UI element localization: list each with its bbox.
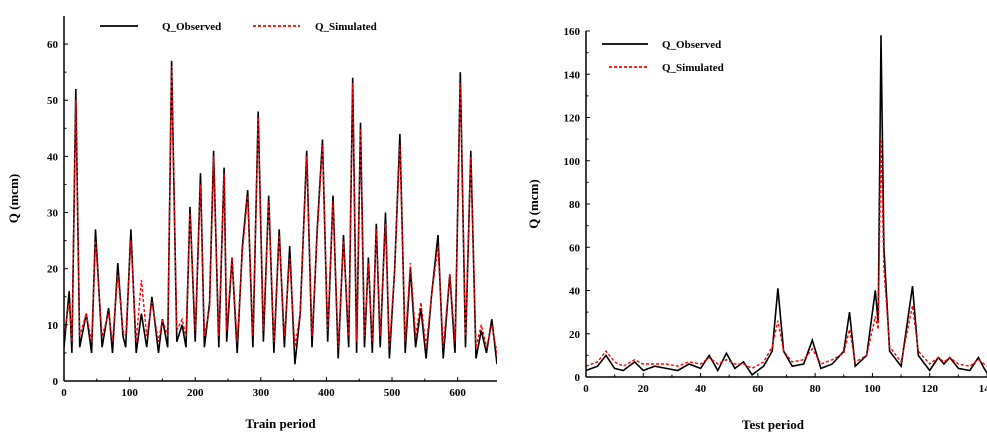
y-tick-label: 50 [47,95,59,107]
series-line-q-simulated [64,67,497,353]
legend-label-q-observed: Q_Observed [662,39,721,51]
y-tick-label: 10 [47,320,59,332]
x-tick-label: 500 [384,387,401,399]
chart-2: 0 20 40 60 80 100 120 140 160 0 20 40 60 80 100 120 140 T… [526,26,987,432]
x-tick-label: 60 [752,383,764,395]
series-line-q-observed [586,35,987,375]
y-tick-label: 0 [53,376,59,388]
legend: Q_Observed Q_Simulated [100,21,377,33]
y-tick-label: 20 [569,329,581,341]
y-tick-label: 20 [47,264,59,276]
legend-label-q-simulated: Q_Simulated [662,62,724,74]
x-tick-label: 80 [810,383,822,395]
y-tick-label: 100 [564,156,581,168]
y-tick-label: 80 [569,199,581,211]
series-line-q-simulated [586,139,987,368]
x-tick-label: 120 [921,383,938,395]
y-tick-label: 160 [564,26,581,38]
y-tick-label: 40 [47,151,59,163]
y-tick-label: 60 [47,39,59,51]
y-axis-label: Q (mcm) [526,179,541,228]
y-tick-label: 40 [569,286,581,298]
legend-label-q-observed: Q_Observed [162,21,221,33]
x-tick-label: 0 [583,383,589,395]
x-tick-label: 20 [638,383,650,395]
y-tick-label: 0 [575,372,581,384]
y-tick-label: 60 [569,242,581,254]
x-tick-label: 140 [979,383,987,395]
x-tick-label: 100 [121,387,138,399]
y-tick-label: 30 [47,208,59,220]
x-tick-label: 600 [449,387,466,399]
y-tick-label: 140 [564,69,581,81]
series-line-q-observed [64,61,497,364]
y-axis-label: Q (mcm) [6,174,21,223]
x-tick-label: 200 [187,387,204,399]
x-tick-label: 300 [253,387,270,399]
y-tick-label: 120 [564,113,581,125]
x-tick-label: 40 [695,383,707,395]
x-tick-label: 0 [61,387,67,399]
x-axis-label: Test period [742,417,805,432]
legend: Q_Observed Q_Simulated [602,39,724,74]
x-axis-label: Train period [245,416,316,431]
x-tick-label: 400 [318,387,335,399]
legend-label-q-simulated: Q_Simulated [315,21,377,33]
x-tick-label: 100 [864,383,881,395]
